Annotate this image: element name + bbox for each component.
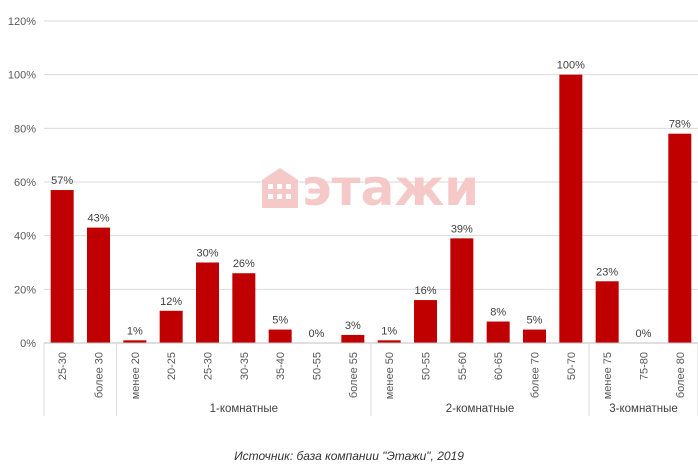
data-label: 43% <box>87 213 109 225</box>
data-label: 5% <box>527 315 543 327</box>
x-tick-label: 25-30 <box>57 352 69 380</box>
building-icon <box>262 168 298 208</box>
group-label: 2-комнатные <box>446 403 514 415</box>
data-label: 30% <box>196 248 218 260</box>
x-tick-label: 50-70 <box>566 352 578 380</box>
bar <box>559 74 583 344</box>
x-tick-label: более 80 <box>675 352 687 398</box>
data-label: 16% <box>414 285 436 297</box>
bar-chart: этажи 57%43%1%12%30%26%5%0%3% 1%16%39%8%5… <box>8 16 698 416</box>
x-tick-label: 50-55 <box>421 352 433 380</box>
bar <box>232 273 256 343</box>
bar <box>196 262 219 343</box>
data-label: 78% <box>669 119 691 131</box>
x-tick-label: 25-30 <box>203 352 215 380</box>
group-label: 3-комнатные <box>609 403 677 415</box>
x-tick-label: 55-60 <box>457 352 469 380</box>
data-label: 39% <box>451 223 473 235</box>
bar <box>414 300 437 343</box>
y-tick-label: 80% <box>14 123 36 135</box>
x-tick-label: более 55 <box>348 352 360 398</box>
data-label: 26% <box>233 258 255 270</box>
group-label: 1-комнатные <box>210 403 278 415</box>
y-tick-label: 100% <box>8 70 36 82</box>
x-tick-label: 60-65 <box>493 352 505 380</box>
bar <box>341 334 365 343</box>
data-label: 5% <box>272 315 288 327</box>
gridlines <box>44 20 698 344</box>
bar <box>668 133 692 343</box>
data-label: 8% <box>490 307 506 319</box>
data-labels: 57% 43% 1% 12% 30% 26% 5% 0% 3% 1% 16% 39% 8% 5% 100% 2… <box>51 60 691 340</box>
source-note: Источник: база компании "Этажи", 2019 <box>234 449 464 463</box>
data-label: 100% <box>557 60 585 72</box>
data-label: 1% <box>381 325 397 337</box>
x-tick-label: 30-35 <box>239 352 251 380</box>
bar <box>450 238 474 343</box>
watermark-logo: этажи <box>262 159 479 217</box>
y-tick-label: 120% <box>8 16 36 28</box>
data-label: 0% <box>309 328 325 340</box>
data-label: 0% <box>636 328 652 340</box>
x-tick-label: 50-55 <box>312 352 324 380</box>
y-tick-label: 40% <box>14 231 36 243</box>
bar <box>377 340 401 343</box>
bar <box>268 329 292 343</box>
data-label: 3% <box>345 320 361 332</box>
x-tick-label: 20-25 <box>166 352 178 380</box>
data-label: 12% <box>160 296 182 308</box>
y-tick-label: 60% <box>14 177 36 189</box>
bar <box>159 310 183 343</box>
bar <box>50 190 74 343</box>
bar <box>523 329 546 343</box>
x-tick-label: менее 20 <box>130 352 142 399</box>
data-label: 1% <box>127 325 143 337</box>
bar <box>123 340 147 343</box>
x-axis: 25-30 более 30 менее 20 20-25 25-30 30-35 35-4… <box>43 342 698 416</box>
bar <box>595 281 619 343</box>
x-tick-label: 75-80 <box>639 352 651 380</box>
x-tick-label: 35-40 <box>275 352 287 380</box>
y-axis-ticks: 0% 20% 40% 60% 80% 100% 120% <box>8 16 36 350</box>
y-tick-label: 0% <box>20 338 36 350</box>
data-label: 23% <box>596 266 618 278</box>
x-tick-label: более 30 <box>94 352 106 398</box>
bar <box>486 321 510 343</box>
x-tick-label: более 70 <box>530 352 542 398</box>
x-tick-label: менее 75 <box>602 352 614 399</box>
bars <box>50 74 692 344</box>
watermark-text: этажи <box>302 159 479 217</box>
x-tick-label: менее 50 <box>384 352 396 399</box>
bar <box>87 227 110 343</box>
data-label: 57% <box>51 175 73 187</box>
y-tick-label: 20% <box>14 284 36 296</box>
